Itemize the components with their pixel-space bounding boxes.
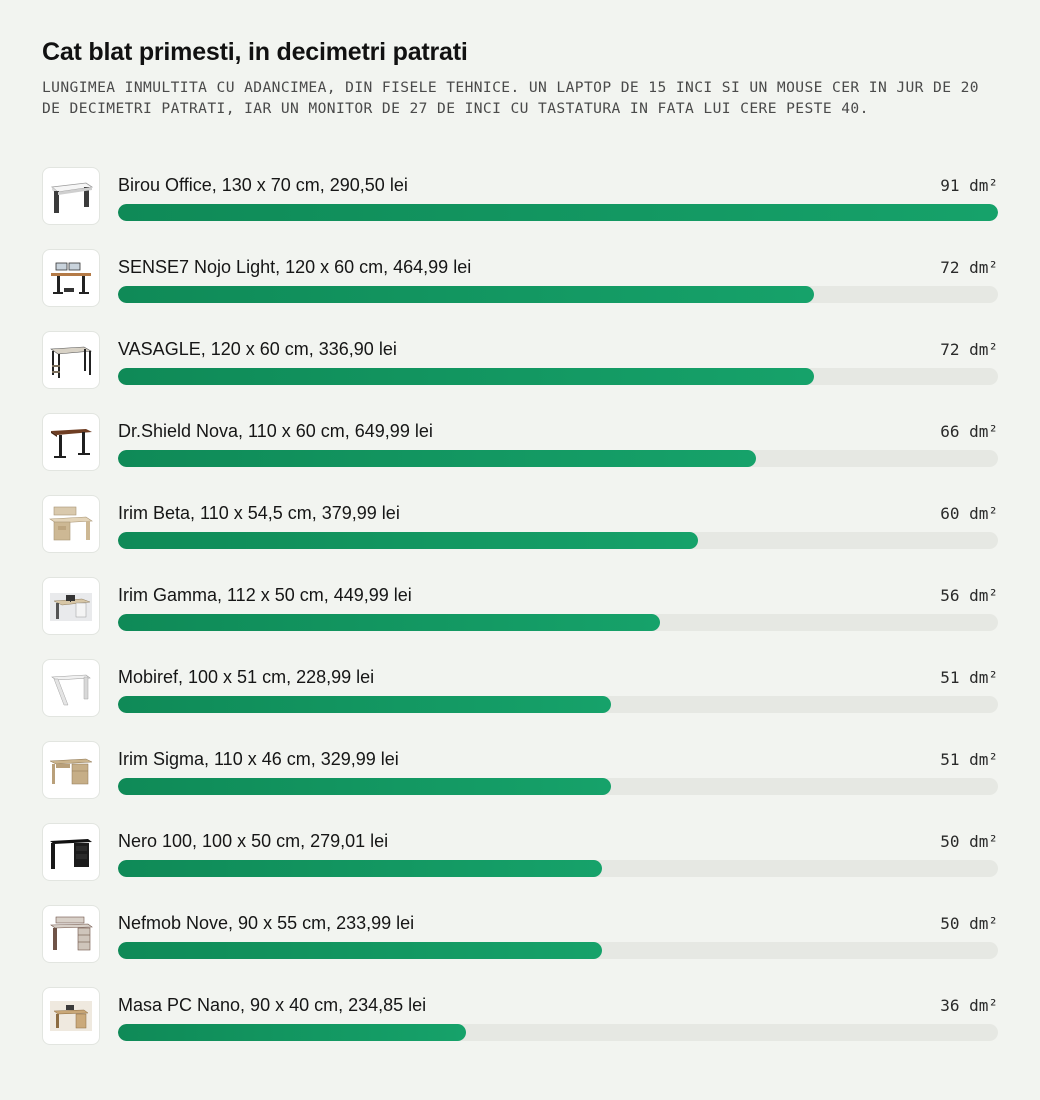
bar-track bbox=[118, 860, 998, 877]
bar-row: SENSE7 Nojo Light, 120 x 60 cm, 464,99 l… bbox=[42, 248, 998, 330]
bar-value-label: 91 dm² bbox=[940, 176, 998, 195]
bar-label: Mobiref, 100 x 51 cm, 228,99 lei bbox=[118, 667, 375, 687]
bar bbox=[118, 614, 660, 631]
bar-value-label: 51 dm² bbox=[940, 668, 998, 687]
bar-track bbox=[118, 368, 998, 385]
bar bbox=[118, 860, 602, 877]
bar-row: Birou Office, 130 x 70 cm, 290,50 lei 91 … bbox=[42, 166, 998, 248]
bar-row: Irim Gamma, 112 x 50 cm, 449,99 lei 56 dm… bbox=[42, 576, 998, 658]
bar bbox=[118, 368, 815, 385]
bar-list: Birou Office, 130 x 70 cm, 290,50 lei 91 … bbox=[42, 166, 998, 1068]
bar-label: Birou Office, 130 x 70 cm, 290,50 lei bbox=[118, 175, 408, 195]
bar-row: Masa PC Nano, 90 x 40 cm, 234,85 lei 36 d… bbox=[42, 986, 998, 1068]
bar bbox=[118, 532, 699, 549]
bar-label: Dr.Shield Nova, 110 x 60 cm, 649,99 lei bbox=[118, 421, 433, 441]
bar-track bbox=[118, 286, 998, 303]
bar-value-label: 60 dm² bbox=[940, 504, 998, 523]
bar-row: Dr.Shield Nova, 110 x 60 cm, 649,99 lei 6… bbox=[42, 412, 998, 494]
chart-subtitle: LUNGIMEA INMULTITA CU ADANCIMEA, DIN FIS… bbox=[42, 79, 979, 117]
wood-desk-with-cabinet-icon bbox=[42, 741, 100, 799]
bar-track bbox=[118, 532, 998, 549]
height-adjustable-desk-icon bbox=[42, 413, 100, 471]
bar-label: Irim Beta, 110 x 54,5 cm, 379,99 lei bbox=[118, 503, 400, 523]
bar-row: Nefmob Nove, 90 x 55 cm, 233,99 lei 50 dm… bbox=[42, 904, 998, 986]
bar-track bbox=[118, 778, 998, 795]
bar-row: Nero 100, 100 x 50 cm, 279,01 lei 50 dm² bbox=[42, 822, 998, 904]
bar-label: Masa PC Nano, 90 x 40 cm, 234,85 lei bbox=[118, 995, 427, 1015]
metal-frame-desk-icon bbox=[42, 331, 100, 389]
bar-row: VASAGLE, 120 x 60 cm, 336,90 lei 72 dm² bbox=[42, 330, 998, 412]
bar-value-label: 66 dm² bbox=[940, 422, 998, 441]
desk-with-shelves-icon bbox=[42, 905, 100, 963]
desk-with-hutch-icon bbox=[42, 495, 100, 553]
bar-value-label: 36 dm² bbox=[940, 996, 998, 1015]
white-slanted-desk-icon bbox=[42, 659, 100, 717]
bar-value-label: 72 dm² bbox=[940, 340, 998, 359]
bar-track bbox=[118, 942, 998, 959]
bar-track bbox=[118, 614, 998, 631]
bar-label: VASAGLE, 120 x 60 cm, 336,90 lei bbox=[118, 339, 397, 359]
small-desk-icon bbox=[42, 987, 100, 1045]
chart-header: Cat blat primesti, in decimetri patrati … bbox=[42, 36, 998, 119]
black-desk-icon bbox=[42, 823, 100, 881]
bar bbox=[118, 942, 602, 959]
chart-title: Cat blat primesti, in decimetri patrati bbox=[42, 38, 468, 66]
bar-track bbox=[118, 204, 998, 221]
corner-desk-icon bbox=[42, 577, 100, 635]
bar-track bbox=[118, 1024, 998, 1041]
bar bbox=[118, 696, 612, 713]
white-desk-icon bbox=[42, 167, 100, 225]
bar-label: Irim Sigma, 110 x 46 cm, 329,99 lei bbox=[118, 749, 399, 769]
bar bbox=[118, 1024, 467, 1041]
bar bbox=[118, 450, 757, 467]
bar-value-label: 56 dm² bbox=[940, 586, 998, 605]
bar-row: Mobiref, 100 x 51 cm, 228,99 lei 51 dm² bbox=[42, 658, 998, 740]
bar-track bbox=[118, 450, 998, 467]
bar-label: Nero 100, 100 x 50 cm, 279,01 lei bbox=[118, 831, 389, 851]
bar-label: SENSE7 Nojo Light, 120 x 60 cm, 464,99 l… bbox=[118, 257, 472, 277]
bar bbox=[118, 204, 998, 221]
bar-value-label: 51 dm² bbox=[940, 750, 998, 769]
bar bbox=[118, 286, 815, 303]
bar-value-label: 50 dm² bbox=[940, 832, 998, 851]
bar-track bbox=[118, 696, 998, 713]
bar-value-label: 72 dm² bbox=[940, 258, 998, 277]
bar-row: Irim Beta, 110 x 54,5 cm, 379,99 lei 60 d… bbox=[42, 494, 998, 576]
standing-desk-monitors-icon bbox=[42, 249, 100, 307]
bar bbox=[118, 778, 612, 795]
bar-value-label: 50 dm² bbox=[940, 914, 998, 933]
bar-row: Irim Sigma, 110 x 46 cm, 329,99 lei 51 dm… bbox=[42, 740, 998, 822]
bar-label: Irim Gamma, 112 x 50 cm, 449,99 lei bbox=[118, 585, 412, 605]
bar-label: Nefmob Nove, 90 x 55 cm, 233,99 lei bbox=[118, 913, 415, 933]
